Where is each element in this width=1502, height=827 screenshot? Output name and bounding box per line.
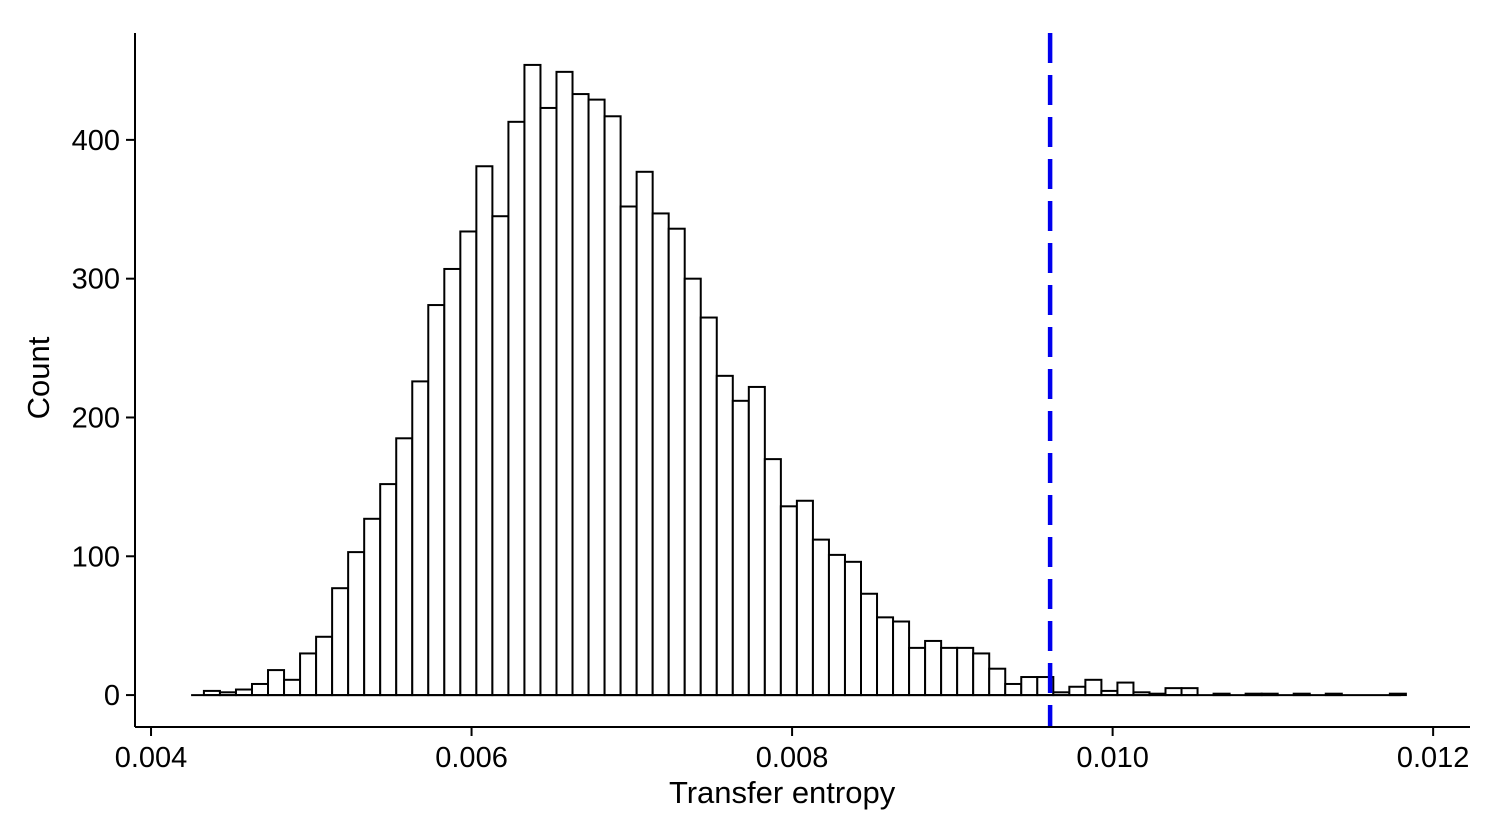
histogram-bar (250, 682, 270, 697)
histogram-bar (475, 165, 494, 697)
histogram-bar (507, 120, 526, 697)
histogram-bar (860, 592, 879, 697)
y-tick-label: 0 (104, 680, 120, 712)
histogram-bar (267, 669, 286, 697)
histogram-bar (1020, 676, 1039, 697)
histogram-bar (747, 385, 766, 697)
y-axis-title: Count (21, 336, 56, 419)
histogram-bar (715, 374, 734, 697)
y-tick-label: 200 (72, 402, 120, 434)
histogram-bar (1084, 678, 1103, 697)
histogram-bar (539, 106, 558, 697)
histogram-bar (491, 215, 510, 697)
histogram-bar (331, 587, 350, 697)
histogram-bar (763, 458, 782, 697)
histogram-bar (876, 616, 895, 697)
histogram-bar (411, 380, 430, 697)
histogram-bar (972, 652, 991, 697)
x-tick-label: 0.008 (756, 742, 829, 774)
x-axis-ticks: 0.004 0.006 0.008 0.010 0.012 (115, 727, 1470, 774)
histogram-bar (1068, 685, 1087, 697)
histogram-bar (699, 316, 718, 697)
histogram-bar (427, 304, 446, 697)
y-tick-label: 100 (72, 541, 120, 573)
x-tick-label: 0.010 (1076, 742, 1149, 774)
histogram-bar (827, 553, 846, 697)
histogram-bar (924, 639, 943, 697)
histogram-bar (299, 652, 318, 697)
histogram-bar (635, 170, 654, 697)
histogram-bar (651, 212, 670, 697)
histogram-bar (667, 227, 686, 697)
histogram-bar (283, 678, 302, 697)
histogram-bar (603, 115, 622, 697)
histogram-bar (587, 98, 606, 697)
histogram-bar (1004, 682, 1023, 697)
histogram-bar (908, 646, 927, 697)
histogram-bar (459, 230, 478, 697)
histogram-bar (843, 560, 862, 697)
bars-layer (202, 63, 1407, 697)
histogram-bar (1164, 687, 1183, 697)
y-tick-label: 400 (72, 125, 120, 157)
histogram-bar (811, 538, 830, 697)
histogram-bar (1180, 687, 1199, 697)
x-axis-title: Transfer entropy (669, 775, 896, 810)
y-axis-ticks: 0 100 200 300 400 (72, 125, 135, 712)
histogram-bar (779, 505, 798, 697)
histogram-bar (956, 646, 975, 697)
x-tick-label: 0.012 (1397, 742, 1470, 774)
histogram-bar (731, 399, 750, 697)
histogram-bar (315, 635, 334, 697)
histogram-bar (683, 277, 702, 697)
x-tick-label: 0.006 (435, 742, 508, 774)
histogram-bar (363, 517, 382, 697)
y-tick-label: 300 (72, 264, 120, 296)
histogram-bar (795, 499, 814, 697)
axes-layer (134, 33, 1470, 728)
histogram-bar (571, 93, 590, 697)
histogram-bar (555, 70, 574, 697)
histogram-bar (347, 551, 366, 697)
histogram-bar (619, 205, 638, 697)
histogram-bar (523, 63, 542, 697)
histogram-bar (940, 646, 959, 697)
x-tick-label: 0.004 (115, 742, 188, 774)
histogram-bar (443, 267, 462, 697)
histogram-bar (395, 437, 414, 697)
histogram-bar (379, 483, 398, 697)
histogram-bar (1116, 681, 1135, 697)
histogram-bar (988, 667, 1007, 697)
histogram-bar (892, 620, 911, 697)
